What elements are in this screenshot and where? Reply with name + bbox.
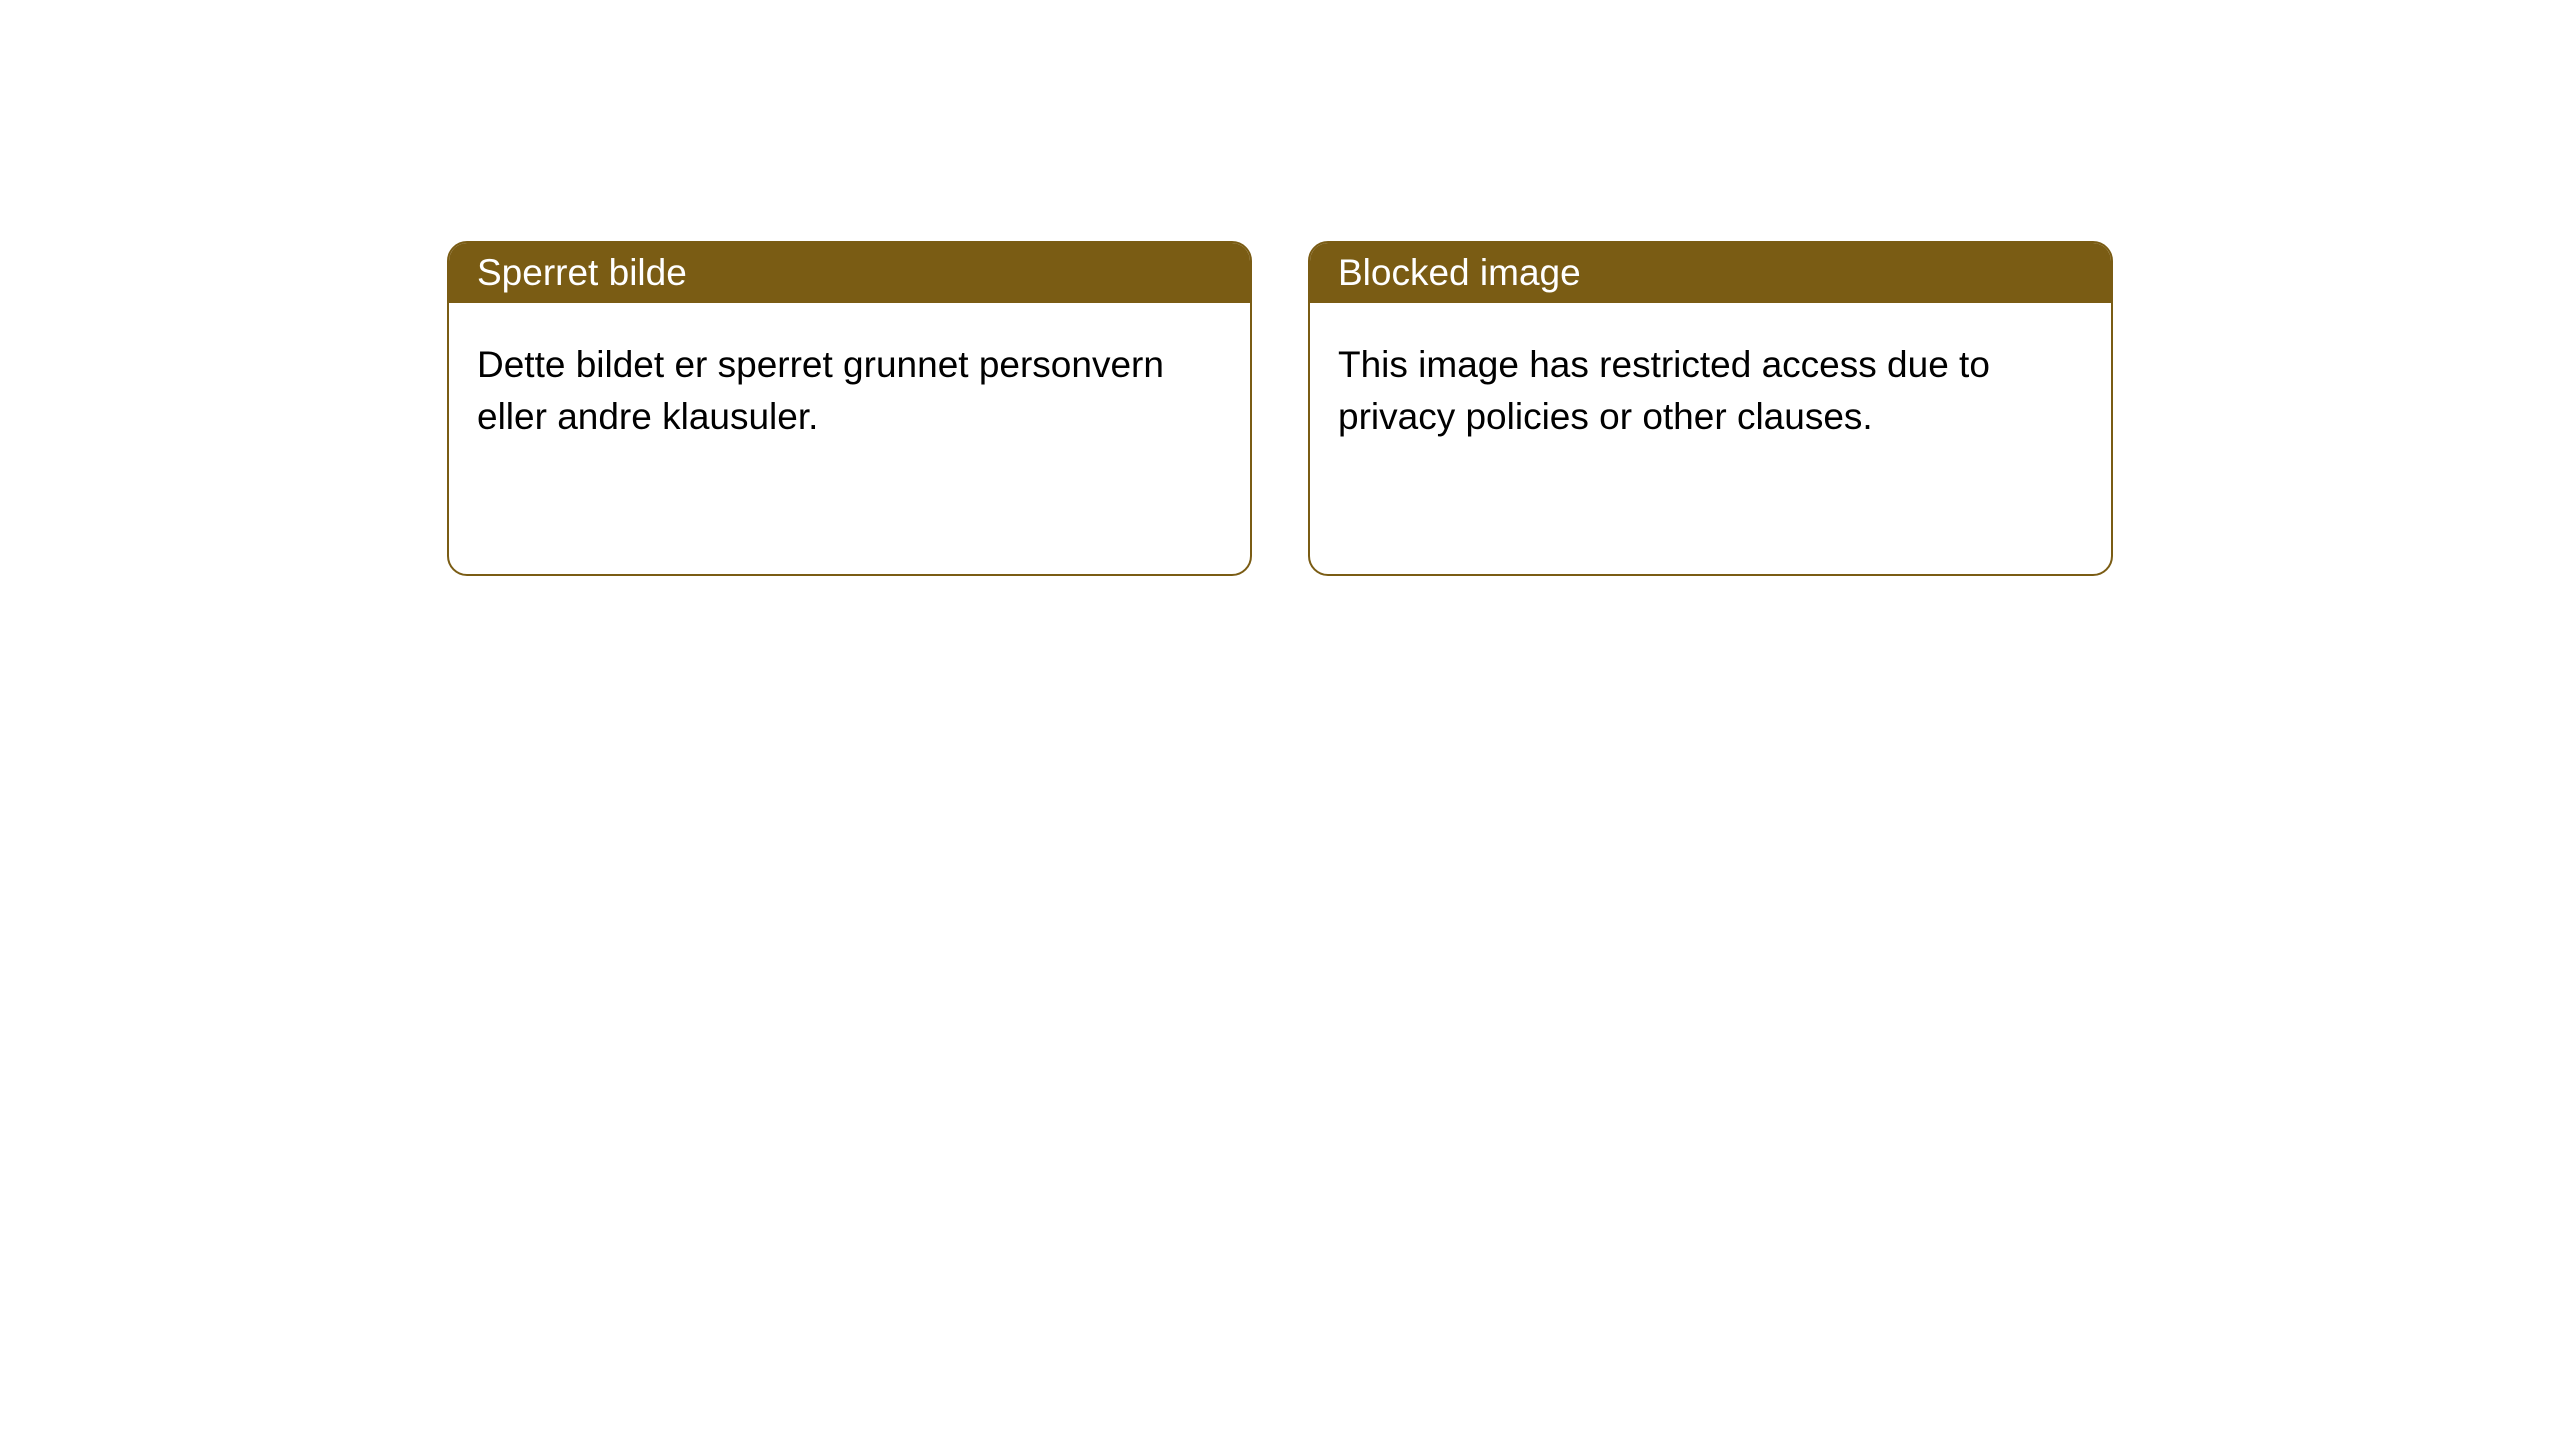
blocked-image-card-english: Blocked image This image has restricted … bbox=[1308, 241, 2113, 576]
card-header-english: Blocked image bbox=[1310, 243, 2111, 303]
card-body-english: This image has restricted access due to … bbox=[1310, 303, 2111, 479]
card-message-english: This image has restricted access due to … bbox=[1338, 344, 1990, 437]
card-title-english: Blocked image bbox=[1338, 252, 1581, 294]
card-message-norwegian: Dette bildet er sperret grunnet personve… bbox=[477, 344, 1164, 437]
card-title-norwegian: Sperret bilde bbox=[477, 252, 687, 294]
card-body-norwegian: Dette bildet er sperret grunnet personve… bbox=[449, 303, 1250, 479]
card-header-norwegian: Sperret bilde bbox=[449, 243, 1250, 303]
cards-container: Sperret bilde Dette bildet er sperret gr… bbox=[447, 241, 2113, 576]
blocked-image-card-norwegian: Sperret bilde Dette bildet er sperret gr… bbox=[447, 241, 1252, 576]
